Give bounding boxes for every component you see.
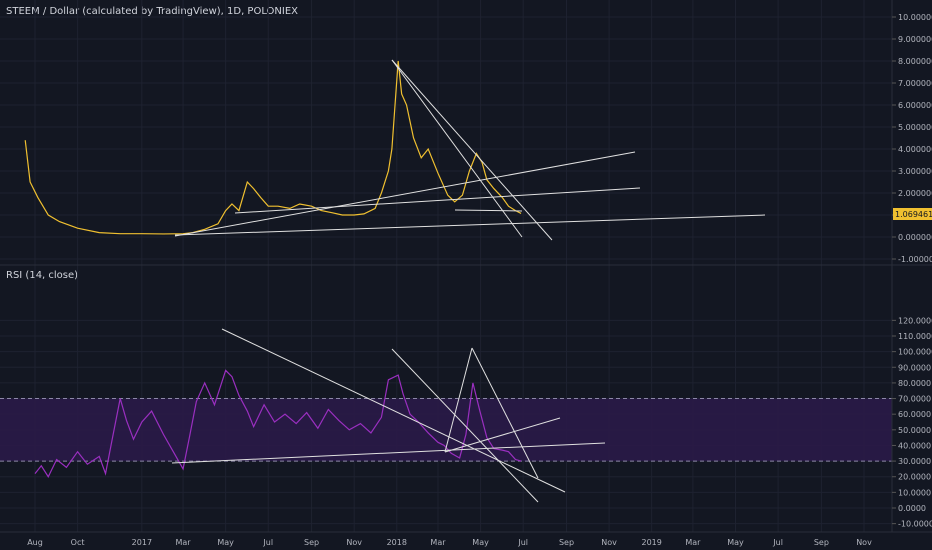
rsi-chart-title: RSI (14, close) (6, 270, 79, 281)
trendline (234, 187, 641, 214)
price-y-tick-label: 7.00000000 (898, 79, 932, 88)
rsi-y-tick-label: 0.0000 (898, 504, 926, 513)
price-y-tick-label: 9.00000000 (898, 35, 932, 44)
x-tick-label: May (472, 538, 489, 547)
rsi-y-axis: -10.0000 0.0000 10.0000 20.0000 30.0000 40.00… (892, 316, 932, 529)
trendline (174, 214, 766, 236)
x-tick-label: Sep (304, 538, 319, 547)
price-y-tick-label: 10.00000000 (898, 13, 932, 22)
price-y-tick-label: 5.00000000 (898, 123, 932, 132)
price-y-tick-label: 6.00000000 (898, 101, 932, 110)
price-y-tick-label: 3.00000000 (898, 167, 932, 176)
rsi-series-line (34, 369, 522, 478)
x-tick-label: Mar (176, 538, 192, 547)
x-tick-label: Jul (262, 538, 273, 547)
rsi-y-tick-label: 80.0000 (898, 379, 931, 388)
rsi-y-tick-label: -10.0000 (898, 520, 932, 529)
last-price-tag-bg (893, 208, 932, 220)
trendlines-layer (171, 59, 766, 503)
rsi-y-tick-label: 120.0000 (898, 316, 932, 325)
x-tick-label: Oct (71, 538, 85, 547)
trendline (171, 442, 606, 464)
x-tick-label: May (727, 538, 744, 547)
rsi-y-tick-label: 20.0000 (898, 473, 931, 482)
last-price-tag: 1.06946105 (893, 208, 932, 220)
x-tick-label: Mar (685, 538, 701, 547)
x-tick-label: Sep (559, 538, 574, 547)
trendline (444, 347, 473, 453)
x-tick-label: 2017 (132, 538, 152, 547)
trendline (391, 59, 553, 241)
rsi-y-tick-label: 70.0000 (898, 395, 931, 404)
trendline (391, 348, 539, 503)
x-tick-label: May (217, 538, 234, 547)
x-tick-label: Jul (517, 538, 528, 547)
x-tick-label: Nov (346, 538, 362, 547)
x-tick-label: 2019 (642, 538, 662, 547)
rsi-y-tick-label: 90.0000 (898, 363, 931, 372)
price-y-axis: -1.000000000.000000001.000000002.0000000… (892, 13, 932, 264)
trendline (174, 151, 636, 237)
x-tick-label: Aug (27, 538, 43, 547)
rsi-y-tick-label: 100.0000 (898, 348, 932, 357)
trendline (444, 417, 561, 453)
rsi-y-tick-label: 50.0000 (898, 426, 931, 435)
trendline (391, 59, 523, 238)
rsi-y-tick-label: 30.0000 (898, 457, 931, 466)
last-price-label: 1.06946105 (895, 210, 932, 219)
x-tick-label: Sep (814, 538, 829, 547)
rsi-y-tick-label: 110.0000 (898, 332, 932, 341)
rsi-y-tick-label: 60.0000 (898, 410, 931, 419)
x-tick-label: Mar (430, 538, 446, 547)
trendline (221, 328, 566, 493)
rsi-y-tick-label: 10.0000 (898, 488, 931, 497)
trendline (471, 347, 539, 479)
x-tick-label: 2018 (387, 538, 407, 547)
price-y-tick-label: 0.00000000 (898, 233, 932, 242)
price-y-tick-label: -1.00000000 (898, 255, 932, 264)
price-y-tick-label: 2.00000000 (898, 189, 932, 198)
trendline (454, 209, 523, 212)
rsi-y-tick-label: 40.0000 (898, 441, 931, 450)
x-tick-label: Nov (601, 538, 617, 547)
time-axis: Aug Oct 2017 Mar May Jul Sep Nov 2018 Mar May Jul Se… (27, 538, 872, 547)
price-y-tick-label: 8.00000000 (898, 57, 932, 66)
price-chart-title: STEEM / Dollar (calculated by TradingVie… (6, 6, 299, 17)
x-tick-label: Nov (856, 538, 872, 547)
x-tick-label: Jul (772, 538, 783, 547)
price-y-tick-label: 4.00000000 (898, 145, 932, 154)
series-layer (24, 60, 522, 478)
price-series-line (24, 60, 522, 235)
